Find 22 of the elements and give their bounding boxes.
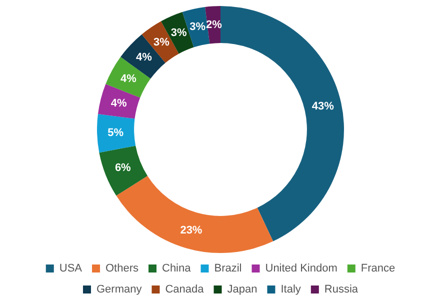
legend-label: Brazil bbox=[214, 262, 242, 275]
data-label: 2% bbox=[206, 18, 222, 31]
data-label: 4% bbox=[120, 72, 137, 85]
legend-label: Japan bbox=[227, 284, 258, 296]
legend-label: Canada bbox=[165, 284, 205, 296]
legend-label: United Kindom bbox=[265, 262, 338, 275]
legend-label: Germany bbox=[96, 284, 142, 296]
legend-label: Others bbox=[105, 262, 139, 275]
data-label: 3% bbox=[190, 21, 206, 34]
data-label: 3% bbox=[154, 36, 170, 49]
legend-label: China bbox=[162, 262, 192, 275]
legend-label: Italy bbox=[280, 284, 302, 296]
data-label: 23% bbox=[180, 224, 202, 236]
legend-label: Russia bbox=[324, 284, 359, 296]
data-label: 4% bbox=[136, 52, 152, 64]
legend-label: USA bbox=[59, 262, 83, 275]
legend-label: France bbox=[360, 262, 396, 275]
data-label: 43% bbox=[312, 100, 334, 113]
data-label: 5% bbox=[108, 126, 124, 139]
data-label: 3% bbox=[170, 27, 187, 40]
data-label: 6% bbox=[114, 162, 132, 174]
data-label: 4% bbox=[110, 97, 127, 110]
